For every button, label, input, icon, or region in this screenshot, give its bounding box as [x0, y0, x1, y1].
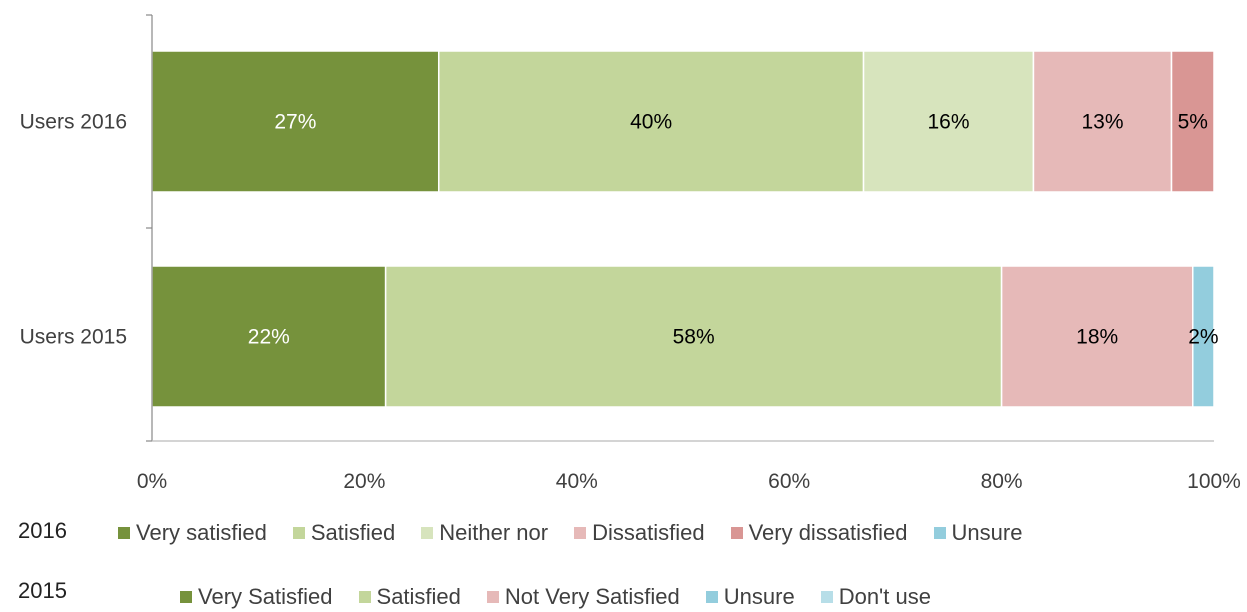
legend-items-2016: Very satisfied Satisfied Neither nor Dissat… [118, 520, 1048, 546]
x-tick-label-5: 100% [1187, 470, 1241, 493]
legend-2016-swatch-3 [574, 527, 587, 539]
data-label-users-2016-3: 13% [1081, 111, 1123, 134]
bar-segment-users-2015-0 [151, 265, 387, 408]
legend-2015-swatch-3 [705, 591, 718, 603]
legend-2015-swatch-1 [358, 591, 371, 603]
legend-2015-label-1: Satisfied [376, 584, 461, 609]
legend-2016-label-1: Satisfied [310, 520, 396, 545]
data-label-users-2015-2: 18% [1076, 326, 1118, 349]
legend-2015-item-0: Very Satisfied [180, 584, 333, 610]
legend-2015-item-2: Not Very Satisfied [486, 584, 680, 610]
bar-segment-users-2016-0 [151, 50, 440, 193]
bar-segment-users-2016-2 [862, 50, 1035, 193]
legend-year-2016: 2016 [18, 518, 67, 543]
legend-2015-label-0: Very Satisfied [198, 584, 333, 609]
legend-2015-label-2: Not Very Satisfied [504, 584, 680, 609]
legend-2015-item-1: Satisfied [358, 584, 461, 610]
legend-2016-item-0: Very satisfied [118, 520, 267, 546]
legend-2016-label-3: Dissatisfied [592, 520, 705, 545]
data-label-users-2015-0: 22% [248, 326, 290, 349]
legend-2015-label-3: Unsure [723, 584, 795, 609]
legend-items-2015: Very Satisfied Satisfied Not Very Satisfie… [180, 584, 957, 610]
legend-2016-label-4: Very dissatisfied [748, 520, 908, 545]
legend-2016-swatch-2 [421, 527, 434, 539]
x-tick-label-3: 60% [768, 470, 810, 493]
x-tick-label-0: 0% [137, 470, 167, 493]
data-label-users-2015-3: 2% [1188, 326, 1218, 349]
legend-2016-swatch-4 [730, 527, 743, 539]
legend-2016-label-0: Very satisfied [136, 520, 267, 545]
legend-2015-label-4: Don't use [838, 584, 931, 609]
legend-2016-label-2: Neither nor [439, 520, 549, 545]
category-label-users-2016: Users 2016 [20, 111, 127, 134]
bar-segment-users-2015-2 [1000, 265, 1194, 408]
legend-2015-swatch-2 [486, 591, 499, 603]
legend-2016-item-1: Satisfied [292, 520, 396, 546]
bar-segment-users-2016-1 [437, 50, 865, 193]
legend-2015-swatch-0 [180, 591, 192, 603]
x-tick-label-4: 80% [981, 470, 1023, 493]
bar-segment-users-2015-1 [384, 265, 1003, 408]
legend-2015: 2015 Very Satisfied Satisfied Not Very Sat… [0, 570, 1247, 609]
data-label-users-2016-1: 40% [630, 111, 672, 134]
legend-2016-item-5: Unsure [933, 520, 1023, 546]
legend-2016-label-5: Unsure [951, 520, 1023, 545]
legend-2016-swatch-5 [933, 527, 946, 539]
legend-2016-swatch-1 [292, 527, 305, 539]
data-label-users-2015-1: 58% [673, 326, 715, 349]
data-label-users-2016-0: 27% [274, 111, 316, 134]
bar-segment-users-2016-3 [1032, 50, 1173, 193]
legend-2015-swatch-4 [820, 591, 833, 603]
stacked-bar-chart: 27% 40% 16% 13% 5% Users 2016 22% 58% 18% 2% Users… [20, 14, 1241, 493]
data-label-users-2016-2: 16% [927, 111, 969, 134]
legend-2016: 2016 Very satisfied Satisfied Neither nor D… [0, 514, 1247, 546]
x-tick-label-2: 40% [556, 470, 598, 493]
legend-2015-item-4: Don't use [820, 584, 931, 610]
data-label-users-2016-4: 5% [1178, 111, 1208, 134]
bar-segment-users-2016-4 [1170, 50, 1215, 193]
legend-2016-item-2: Neither nor [421, 520, 548, 546]
category-label-users-2015: Users 2015 [20, 326, 127, 349]
legend-year-2015: 2015 [18, 578, 67, 603]
legend-2016-item-3: Dissatisfied [574, 520, 705, 546]
x-tick-label-1: 20% [343, 470, 385, 493]
legend-2016-item-4: Very dissatisfied [730, 520, 908, 546]
bar-segment-users-2015-3 [1192, 265, 1215, 408]
legend-2016-swatch-0 [118, 527, 130, 539]
legend-2015-item-3: Unsure [705, 584, 795, 610]
